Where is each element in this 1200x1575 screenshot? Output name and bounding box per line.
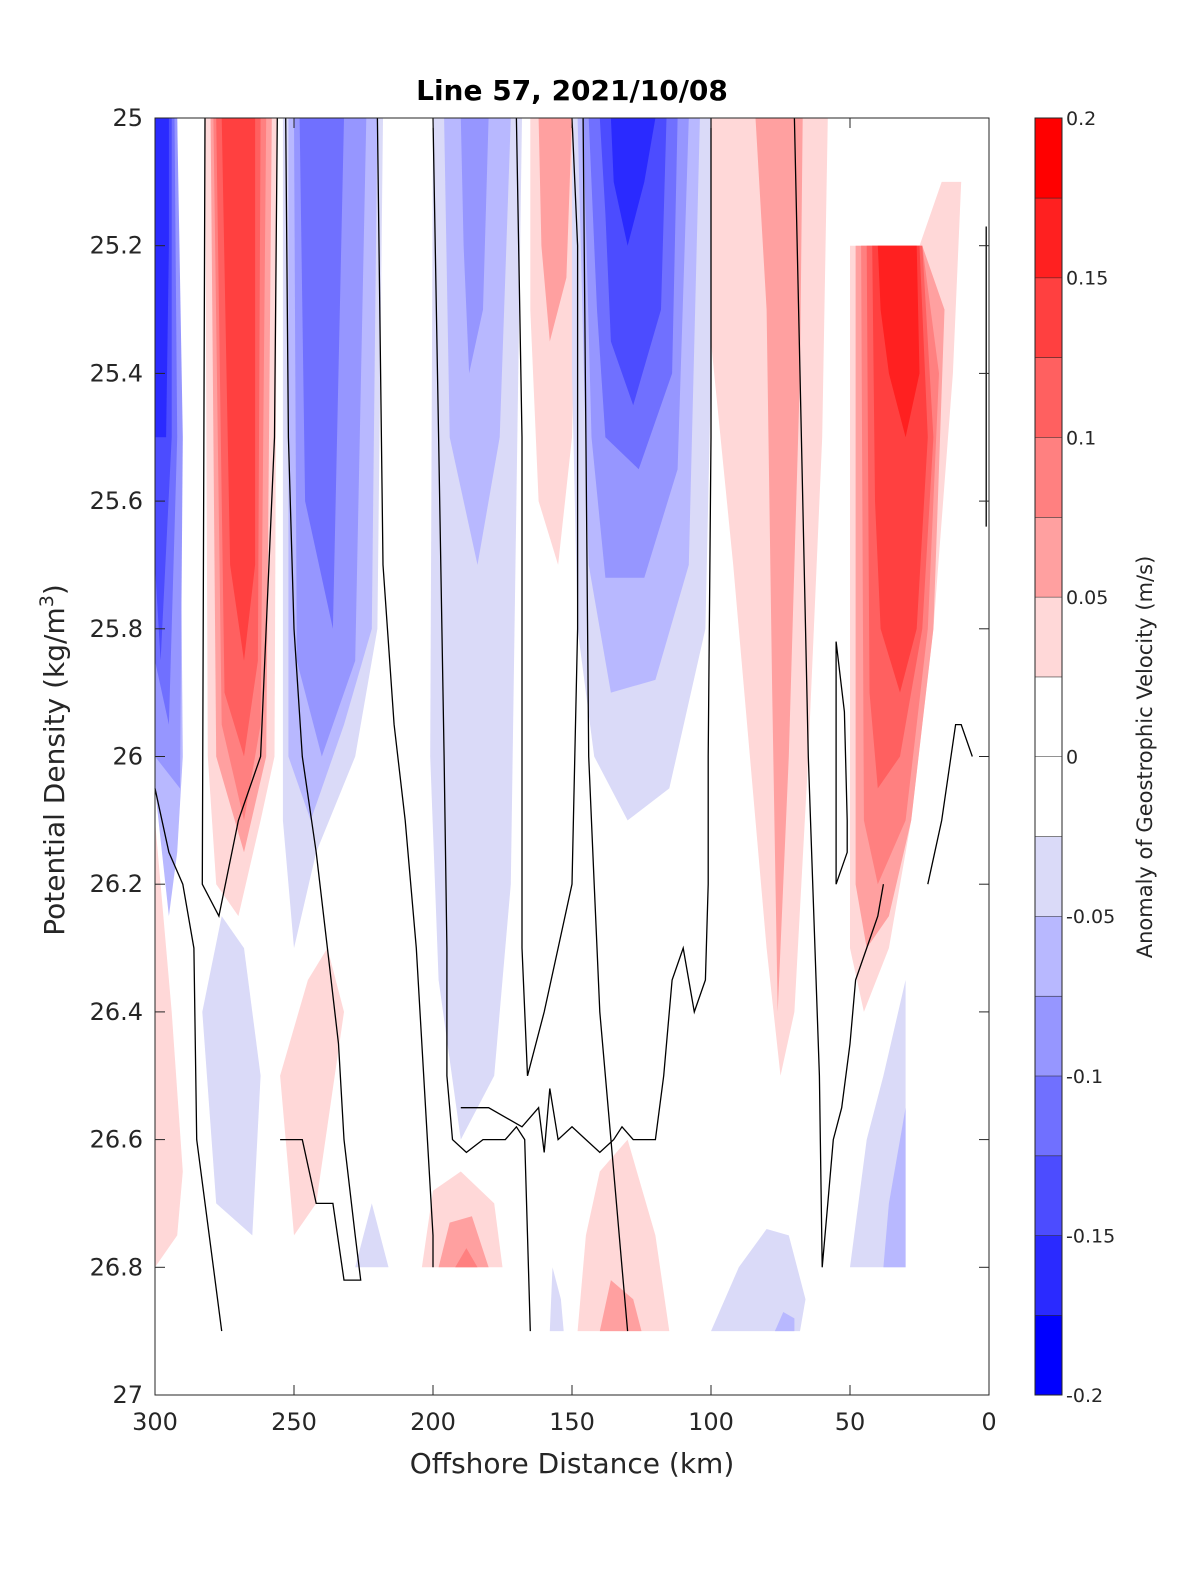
y-axis-title-end: ) [38,584,71,595]
y-axis: 25 25.2 25.4 25.6 25.8 26 26.2 26.4 26.6 26.8 27 [90,104,989,1409]
colorbar-tick-label: -0.1 [1066,1066,1103,1088]
colorbar-swatch [1035,836,1062,917]
contour-fill-red-core-85km [755,118,803,1012]
colorbar-swatch [1035,995,1062,1076]
y-tick-label: 25.6 [90,487,143,515]
colorbar-swatch [1035,916,1062,996]
y-axis-title-main: Potential Density (kg/m [38,607,71,936]
colorbar-frame [1034,117,1063,1396]
x-tick-label: 250 [271,1408,317,1436]
x-tick-label: 100 [688,1408,734,1436]
colorbar-swatch [1035,756,1062,837]
zero-contour-300 [154,788,223,1332]
colorbar-tick-label: 0.05 [1066,587,1108,609]
contour-fill-blue-patch-90km [711,1229,806,1332]
contour-fill-red-patch-190km [455,1248,478,1268]
x-tick-label: 300 [132,1408,178,1436]
colorbar-swatch [1035,1075,1062,1156]
zero-contour-220 [376,117,434,1268]
colorbar-tick-label: 0.2 [1066,108,1096,130]
y-tick-label: 26.4 [90,998,143,1026]
colorbar-tick-label: 0 [1066,747,1078,769]
zero-contour-100 [460,118,712,1154]
colorbar-swatch [1035,1155,1062,1236]
contour-fill-blue-patch-90km [774,1312,795,1332]
x-tick-label: 200 [410,1408,456,1436]
contour-fill-blue-patch-40km [883,1107,906,1268]
x-axis-title: Offshore Distance (km) [410,1447,735,1480]
contour-fill-blue-core-300km [155,118,169,438]
zero-contour-150 [582,117,629,1332]
colorbar-swatch [1035,118,1062,198]
colorbar-tick-label: 0.15 [1066,268,1108,290]
zero-contour-20 [927,723,973,885]
contour-fill-red-patch-lower-left [155,820,183,1268]
colorbar-tick-label: -0.2 [1066,1385,1103,1407]
colorbar-swatch [1035,596,1062,677]
colorbar-swatch [1035,1235,1062,1316]
x-tick-label: 150 [549,1408,595,1436]
contour-fill-red-core-155km [538,118,572,342]
colorbar-swatch [1035,517,1062,597]
y-tick-label: 27 [112,1381,143,1409]
colorbar-tick-label: 0.1 [1066,427,1096,449]
zero-contour-200 [432,117,531,1332]
y-tick-label: 26 [112,743,143,771]
colorbar-swatch [1035,676,1062,757]
x-tick-label: 0 [981,1408,996,1436]
contour-fill-red-core-35km [877,245,920,438]
colorbar: 0.2 0.15 0.1 0.05 0 -0.05 -0.1 -0.15 -0.2 Anomal… [1034,108,1157,1407]
y-tick-label: 25.4 [90,359,143,387]
contour-fill-blue-core-130km [610,118,656,246]
zero-contour-253 [280,117,362,1281]
zero-contour-170 [515,117,579,1076]
contour-fill-red-patch-135km [577,1139,670,1332]
colorbar-swatch [1035,357,1062,438]
chart-title: Line 57, 2021/10/08 [416,74,728,107]
y-tick-label: 25.8 [90,615,143,643]
contour-fill-blue-core-185km [444,118,511,565]
colorbar-swatch [1035,277,1062,358]
y-tick-label: 26.2 [90,870,143,898]
contour-fill-blue-patch-225km [355,1203,389,1268]
zero-contour-280 [201,117,278,919]
y-tick-label: 25.2 [90,232,143,260]
x-tick-label: 50 [835,1408,866,1436]
zero-contour-57 [835,641,848,885]
colorbar-swatches [1035,117,1062,1395]
y-tick-label: 25 [112,104,143,132]
colorbar-swatch [1035,1315,1062,1395]
contour-fill-red-patch-190km [438,1216,489,1268]
colorbar-title: Anomaly of Geostrophic Velocity (m/s) [1133,556,1157,959]
contour-fill-blue-core-245km [299,118,344,629]
contour-fill-blue-core-185km [460,118,489,374]
contour-fill-red-core-270km [221,118,256,661]
colorbar-tick-label: -0.15 [1066,1225,1115,1247]
colorbar-tick-label: -0.05 [1066,906,1115,928]
contour-fill-red-patch-135km [599,1280,642,1332]
plot-area: 300 250 200 150 100 50 0 2525.225.425.625.8262… [90,104,997,1436]
y-axis-title: Potential Density (kg/m3) [36,584,71,936]
colorbar-swatch [1035,197,1062,278]
contour-fill-blue-patch-270km [202,916,261,1236]
contour-fills [155,118,962,1332]
y-tick-label: 26.6 [90,1126,143,1154]
contour-fill-blue-patch-155km [549,1267,564,1332]
colorbar-swatch [1035,437,1062,518]
zero-contours [154,117,987,1332]
y-axis-title-superscript: 3 [36,595,58,607]
x-axis: 300 250 200 150 100 50 0 [132,118,997,1436]
zero-contour-70 [793,117,885,1268]
colorbar-ticks: 0.2 0.15 0.1 0.05 0 -0.05 -0.1 -0.15 -0.2 [1066,108,1115,1407]
y-tick-label: 26.8 [90,1253,143,1281]
contour-fill-red-patch-240km [280,948,344,1236]
